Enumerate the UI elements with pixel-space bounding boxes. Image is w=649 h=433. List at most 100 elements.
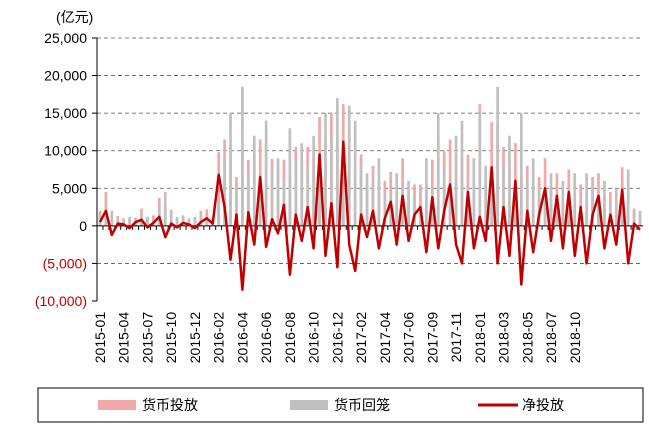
y-tick-label: (5,000) [43, 255, 87, 271]
line-series [98, 140, 641, 291]
bar [620, 203, 624, 226]
bar [116, 218, 120, 226]
x-tick-label: 2018-03 [496, 312, 512, 364]
bar [104, 207, 108, 226]
bar [573, 173, 577, 226]
bar [247, 173, 250, 226]
bar [460, 120, 464, 226]
bar [288, 128, 292, 226]
bar [187, 219, 191, 226]
bar [199, 214, 203, 226]
x-tick-label: 2015-04 [116, 312, 132, 364]
y-tick-label: 25,000 [44, 30, 87, 46]
bar [537, 188, 541, 226]
bar [478, 113, 482, 226]
bar [442, 165, 446, 226]
bar [543, 195, 547, 226]
bar [484, 165, 488, 226]
x-tick-label: 2017-11 [448, 312, 464, 363]
x-tick-label: 2018-01 [472, 312, 488, 364]
bar [300, 143, 304, 226]
bar [525, 180, 529, 226]
bar [330, 135, 333, 226]
bar [365, 173, 369, 226]
x-tick-label: 2016-04 [234, 312, 250, 364]
legend-label: 净投放 [522, 397, 564, 413]
legend-swatch [98, 400, 136, 410]
bar [217, 152, 220, 226]
bar [597, 203, 600, 226]
bar [626, 169, 630, 226]
bar [217, 203, 220, 226]
bar [638, 210, 642, 226]
bar [146, 216, 149, 226]
x-tick-label: 2017-02 [353, 312, 369, 364]
x-tick-label: 2017-04 [377, 312, 393, 364]
bar [122, 219, 126, 226]
bar [555, 203, 559, 226]
bar [614, 188, 618, 226]
bar [395, 173, 399, 226]
x-tick-label: 2017-06 [401, 312, 417, 364]
bar [549, 173, 553, 226]
y-tick-label: 0 [79, 218, 87, 234]
bar [632, 210, 636, 226]
bar [454, 135, 458, 226]
bar [205, 216, 209, 226]
bar [436, 113, 440, 226]
x-tick-label: 2017-09 [424, 312, 440, 364]
legend-label: 货币投放 [142, 397, 198, 413]
bar [235, 188, 238, 226]
bar [276, 158, 280, 226]
bar [466, 188, 470, 226]
x-tick-label: 2016-06 [258, 312, 274, 364]
bar [603, 180, 606, 226]
x-tick-label: 2016-10 [306, 312, 322, 364]
bar [561, 180, 565, 226]
bar [324, 113, 327, 226]
bar [264, 120, 268, 226]
bar [490, 180, 493, 226]
bar [359, 165, 363, 226]
y-tick-label: 20,000 [44, 68, 87, 84]
bar [175, 216, 179, 226]
bar [401, 188, 404, 226]
x-tick-label: 2018-10 [567, 312, 583, 364]
bar [496, 86, 499, 226]
bar [312, 135, 315, 226]
bar [520, 113, 523, 226]
bar [531, 158, 535, 226]
bar [353, 120, 357, 226]
bar [413, 195, 416, 226]
x-tick-label: 2015-07 [139, 312, 155, 364]
bar [223, 158, 226, 226]
x-tick-label: 2018-07 [543, 312, 559, 364]
legend-swatch [290, 400, 328, 410]
bar [389, 195, 393, 226]
legend-box [37, 387, 644, 423]
bar [169, 212, 173, 226]
bar [567, 203, 571, 226]
bar [252, 135, 256, 226]
x-tick-label: 2016-08 [282, 312, 298, 364]
bar [448, 180, 452, 226]
bar [193, 216, 197, 226]
bar [371, 180, 375, 226]
bar [383, 188, 387, 226]
x-tick-label: 2015-01 [92, 312, 108, 364]
bar [270, 165, 274, 226]
bar [502, 165, 505, 226]
x-tick-label: 2016-12 [329, 312, 345, 364]
legend-label: 货币回笼 [334, 397, 390, 413]
y-tick-label: 10,000 [44, 143, 87, 159]
y-tick-label: 15,000 [44, 105, 87, 121]
bar [514, 188, 517, 226]
x-tick-label: 2016-02 [211, 312, 227, 364]
bar [472, 158, 476, 226]
bar [508, 135, 511, 226]
unit-label: (亿元) [56, 9, 93, 25]
bar [128, 216, 131, 226]
y-tick-label: 5,000 [52, 180, 87, 196]
x-tick-label: 2015-12 [187, 312, 203, 364]
